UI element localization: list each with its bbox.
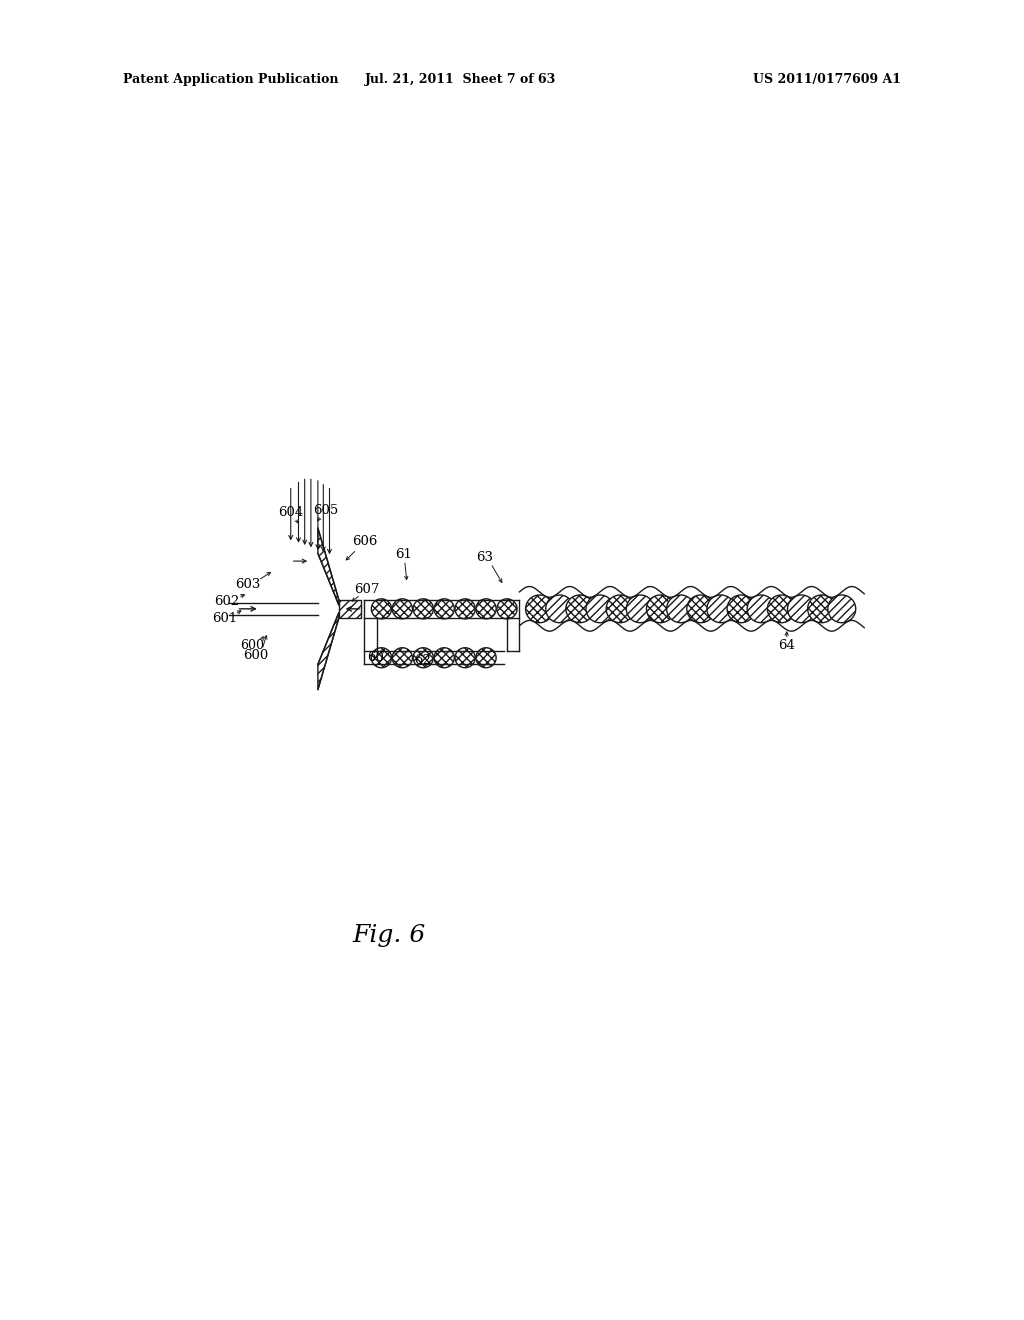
- Circle shape: [434, 599, 455, 619]
- Circle shape: [727, 595, 755, 623]
- Circle shape: [392, 648, 413, 668]
- Circle shape: [748, 595, 775, 623]
- Text: 606: 606: [351, 536, 377, 548]
- Polygon shape: [317, 528, 339, 605]
- Text: 61: 61: [394, 548, 412, 561]
- Circle shape: [372, 648, 391, 668]
- Circle shape: [767, 595, 796, 623]
- Circle shape: [455, 599, 475, 619]
- Text: US 2011/0177609 A1: US 2011/0177609 A1: [753, 73, 901, 86]
- Circle shape: [606, 595, 634, 623]
- Circle shape: [372, 599, 391, 619]
- Circle shape: [827, 595, 856, 623]
- Text: 600: 600: [244, 648, 268, 661]
- Circle shape: [497, 599, 517, 619]
- Circle shape: [667, 595, 694, 623]
- Circle shape: [627, 595, 654, 623]
- Circle shape: [687, 595, 715, 623]
- Circle shape: [392, 599, 413, 619]
- Circle shape: [566, 595, 594, 623]
- Text: 600: 600: [240, 639, 264, 652]
- Circle shape: [707, 595, 735, 623]
- Text: 63: 63: [476, 550, 493, 564]
- Circle shape: [476, 599, 496, 619]
- Circle shape: [525, 595, 554, 623]
- Circle shape: [414, 599, 433, 619]
- Circle shape: [646, 595, 675, 623]
- Text: 604: 604: [279, 506, 303, 519]
- Circle shape: [434, 648, 455, 668]
- Circle shape: [476, 648, 496, 668]
- Bar: [339, 599, 360, 618]
- Text: 62: 62: [414, 653, 431, 667]
- Polygon shape: [317, 612, 339, 689]
- Text: 603: 603: [236, 578, 261, 591]
- Circle shape: [808, 595, 836, 623]
- Circle shape: [414, 648, 433, 668]
- Circle shape: [787, 595, 815, 623]
- Text: 601: 601: [212, 612, 238, 626]
- Text: Jul. 21, 2011  Sheet 7 of 63: Jul. 21, 2011 Sheet 7 of 63: [366, 73, 556, 86]
- Circle shape: [546, 595, 573, 623]
- Text: Patent Application Publication: Patent Application Publication: [123, 73, 338, 86]
- Text: 605: 605: [313, 504, 338, 517]
- Text: 64: 64: [778, 639, 796, 652]
- Text: 607: 607: [354, 583, 379, 597]
- Circle shape: [455, 648, 475, 668]
- Text: 60: 60: [368, 651, 384, 664]
- Circle shape: [586, 595, 614, 623]
- Text: 602: 602: [215, 595, 240, 609]
- Text: Fig. 6: Fig. 6: [352, 924, 426, 946]
